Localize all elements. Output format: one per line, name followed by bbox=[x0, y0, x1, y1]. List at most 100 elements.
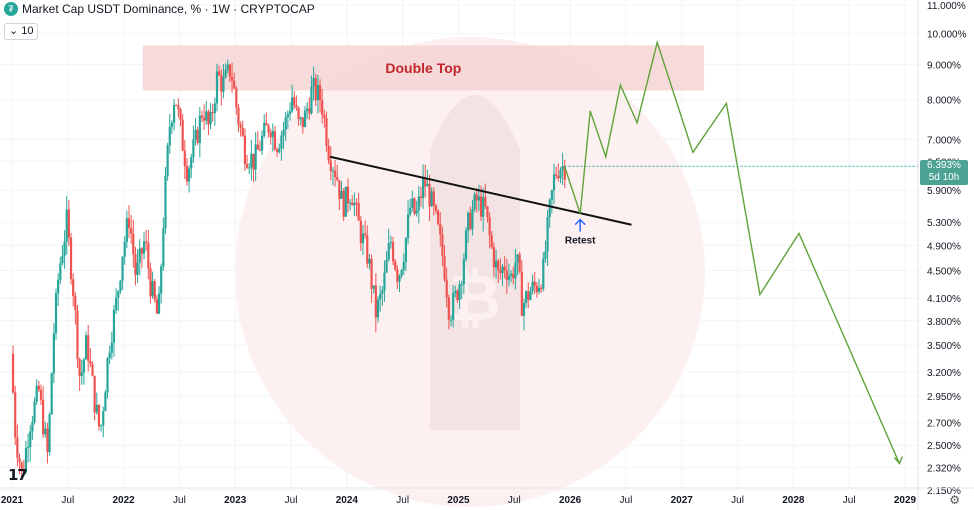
candle-body bbox=[520, 271, 523, 316]
candle-body bbox=[20, 462, 23, 470]
candle-body bbox=[391, 242, 395, 262]
candle-body bbox=[512, 273, 515, 279]
candle-body bbox=[80, 372, 83, 376]
y-tick-label: 5.900% bbox=[927, 186, 961, 197]
candle-body bbox=[490, 235, 493, 247]
gear-icon[interactable]: ⚙ bbox=[949, 493, 960, 507]
candle-body bbox=[65, 209, 68, 242]
candle-body bbox=[458, 284, 461, 301]
y-tick-label: 3.200% bbox=[927, 368, 961, 379]
candle-body bbox=[241, 127, 244, 136]
double-top-label: Double Top bbox=[385, 60, 461, 76]
candle-body bbox=[157, 293, 161, 314]
trendline[interactable] bbox=[329, 155, 632, 226]
chevron-down-icon[interactable]: ⌄ bbox=[9, 25, 19, 37]
candle-body bbox=[509, 273, 513, 276]
candle-body bbox=[501, 266, 504, 274]
candle-body bbox=[527, 291, 530, 300]
candle-body bbox=[218, 71, 221, 75]
candle-body bbox=[417, 196, 420, 211]
candle-body bbox=[99, 425, 103, 427]
candle-body bbox=[226, 64, 229, 70]
candle-body bbox=[342, 190, 345, 217]
candle-body bbox=[540, 287, 543, 289]
candle-body bbox=[471, 209, 474, 229]
candle-body bbox=[11, 353, 15, 393]
candle-body bbox=[557, 175, 560, 179]
candle-body bbox=[333, 170, 337, 178]
candle-body bbox=[110, 342, 113, 353]
candle-body bbox=[469, 212, 472, 229]
candle-body bbox=[198, 115, 201, 143]
candle-body bbox=[546, 216, 549, 252]
candle-body bbox=[516, 254, 519, 263]
y-tick-label: 11.000% bbox=[927, 1, 966, 12]
candle-body bbox=[269, 132, 272, 138]
candle-body bbox=[514, 262, 517, 279]
candle-body bbox=[203, 117, 206, 121]
candle-body bbox=[273, 130, 277, 150]
time-axis[interactable]: 2021 Jul 2022 Jul 2023 Jul 2024 Jul 2025 Jul 2026 J… bbox=[0, 487, 974, 506]
candle-body bbox=[265, 122, 268, 126]
x-tick-label: 2029 bbox=[894, 495, 917, 506]
retest-arrow-head bbox=[574, 218, 586, 226]
candle-body bbox=[374, 285, 377, 318]
y-tick-label: 4.500% bbox=[927, 267, 961, 278]
candle-body bbox=[127, 218, 131, 229]
candle-body bbox=[155, 299, 158, 314]
candle-body bbox=[327, 146, 330, 161]
candle-body bbox=[447, 297, 450, 320]
candle-body bbox=[424, 177, 427, 187]
candle-body bbox=[237, 107, 240, 125]
candle-body bbox=[314, 78, 317, 101]
candle-body bbox=[39, 389, 43, 400]
candle-body bbox=[550, 190, 553, 200]
indicator-length-control[interactable]: ⌄ 10 bbox=[4, 23, 39, 40]
y-tick-label: 4.900% bbox=[927, 241, 961, 252]
candle-body bbox=[548, 199, 551, 217]
candle-body bbox=[297, 107, 300, 120]
bitcoin-watermark-icon: ₿ bbox=[235, 37, 705, 507]
candle-body bbox=[147, 242, 150, 269]
candle-body bbox=[323, 114, 326, 119]
price-axis[interactable]: 11.000%10.000%9.000%8.000%7.000%6.500%5.… bbox=[917, 0, 967, 510]
projection-path[interactable] bbox=[563, 39, 904, 465]
candle-body bbox=[346, 186, 350, 204]
candle-body bbox=[462, 259, 465, 285]
retest-label: Retest bbox=[565, 236, 596, 247]
candle-body bbox=[50, 373, 53, 415]
candle-body bbox=[482, 197, 485, 217]
candle-body bbox=[97, 404, 101, 427]
candle-body bbox=[452, 293, 455, 320]
indicator-length-value: 10 bbox=[21, 25, 34, 37]
candle-body bbox=[54, 293, 58, 334]
candle-body bbox=[312, 78, 315, 87]
candle-body bbox=[331, 170, 335, 172]
candle-body bbox=[464, 230, 468, 260]
candle-body bbox=[381, 290, 384, 294]
candle-body bbox=[430, 191, 433, 207]
candle-body bbox=[29, 431, 32, 448]
candle-body bbox=[529, 290, 532, 300]
candle-body bbox=[355, 202, 358, 204]
tradingview-logo-icon[interactable]: 17 bbox=[8, 466, 28, 484]
candle-body bbox=[228, 64, 231, 77]
candle-body bbox=[409, 207, 412, 215]
candle-body bbox=[153, 281, 156, 300]
y-tick-label: 7.000% bbox=[927, 135, 961, 146]
candle-body bbox=[230, 76, 234, 81]
candle-body bbox=[385, 259, 388, 273]
candle-body bbox=[351, 202, 354, 206]
candle-body bbox=[552, 174, 556, 191]
candle-body bbox=[95, 404, 98, 413]
trendline-segment bbox=[329, 155, 632, 226]
candle-body bbox=[190, 157, 193, 169]
candle-body bbox=[42, 399, 45, 435]
candle-body bbox=[252, 153, 255, 170]
symbol-header[interactable]: ₮ Market Cap USDT Dominance, % · 1W · CR… bbox=[4, 2, 315, 16]
candle-body bbox=[413, 198, 416, 214]
candle-body bbox=[271, 130, 274, 138]
candle-body bbox=[263, 122, 266, 136]
candle-body bbox=[364, 233, 367, 236]
